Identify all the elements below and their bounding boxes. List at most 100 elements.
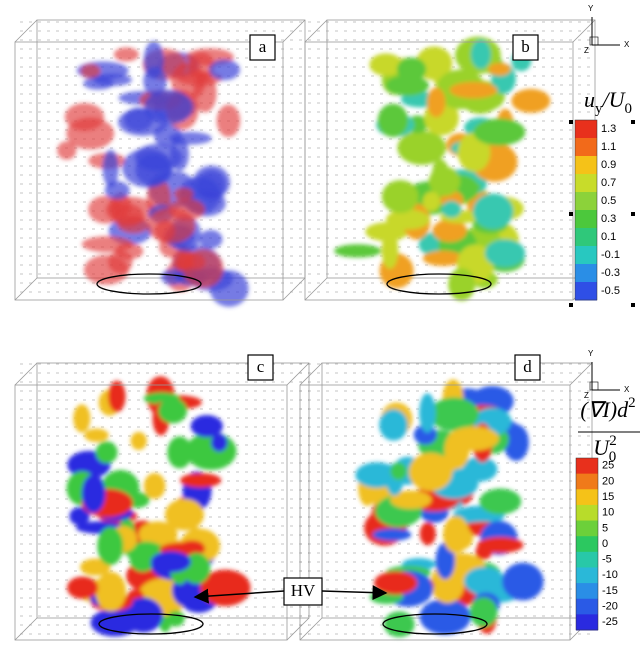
blob [419, 522, 436, 546]
blob [111, 203, 144, 227]
corner-marker [631, 120, 635, 124]
blob [167, 436, 193, 469]
color-swatch [575, 156, 597, 175]
box-edge [14, 19, 38, 43]
color-swatch [575, 174, 597, 193]
colorbar-tick-label: 0 [602, 538, 608, 550]
colorbar-tick-label: 25 [602, 460, 614, 472]
colorbar-tick-label: 0.5 [601, 195, 616, 207]
blob [397, 130, 447, 165]
blob [457, 132, 491, 173]
blob [73, 404, 91, 433]
box-front [299, 384, 571, 641]
blob [385, 209, 430, 230]
blob [83, 255, 129, 285]
blob [93, 73, 132, 87]
blob [381, 180, 419, 214]
panel-label: b [521, 37, 530, 56]
color-swatch [575, 282, 597, 301]
corner-marker [631, 303, 635, 307]
blob [511, 88, 551, 113]
blob [334, 244, 382, 258]
corner-marker [569, 303, 573, 307]
colorbar-title: U2 0 [593, 433, 616, 465]
hv-label: HV [291, 581, 316, 600]
colorbar-tick-label: -10 [602, 569, 618, 581]
blob [470, 39, 491, 69]
blob [81, 474, 106, 514]
blob [379, 409, 408, 441]
colorbar-tick-label: 5 [602, 522, 608, 534]
blob [80, 558, 111, 576]
colorbar: uy/U0 1.3 1.1 0.9 0.7 0.5 0.3 0.1 -0.1 -0.3 -0.5 [574, 87, 632, 301]
panel-label-box [247, 354, 274, 381]
blob [150, 551, 191, 573]
isosurface [355, 379, 544, 638]
colorbar-tick-label: 15 [602, 491, 614, 503]
isosurface [334, 36, 551, 301]
color-swatch [576, 473, 598, 490]
colorbar-tick-label: 20 [602, 475, 614, 487]
blob [369, 53, 403, 76]
blob [192, 165, 231, 200]
blob [442, 516, 470, 554]
panel-label-box [512, 34, 539, 61]
axis-triad: Y X Z [584, 349, 630, 400]
panel: b [304, 19, 596, 301]
base-ring [386, 273, 492, 295]
blob [488, 62, 511, 76]
blob [390, 490, 432, 509]
box-edge [14, 362, 38, 386]
blob [81, 236, 133, 253]
color-swatch [576, 458, 598, 475]
blob [390, 462, 407, 481]
colorbars: uy/U01.31.10.90.70.50.30.1-0.1-0.3-0.5(∇… [569, 87, 640, 631]
blob [377, 103, 409, 138]
blob [143, 473, 166, 499]
blob [374, 571, 418, 595]
triad-label: X [624, 385, 630, 394]
blob [502, 562, 544, 601]
blob [185, 432, 237, 471]
colorbar-tick-label: -5 [602, 554, 612, 566]
blob [479, 488, 522, 515]
colorbar-tick-label: -15 [602, 585, 618, 597]
color-swatch [576, 489, 598, 506]
panel-label: d [523, 357, 532, 376]
color-swatch [576, 536, 598, 553]
box-edge [569, 362, 593, 386]
box-edge [14, 617, 38, 641]
blob [422, 250, 464, 267]
blob [158, 398, 188, 424]
blob [123, 107, 153, 132]
colorbar-tick-label: 10 [602, 507, 614, 519]
isosurface [57, 40, 249, 307]
blob [84, 428, 109, 442]
panel-label: a [259, 37, 267, 56]
colorbar-tick-label: 0.9 [601, 159, 616, 171]
triad-cube [589, 36, 599, 46]
triad-label: Z [584, 46, 589, 55]
color-swatch [575, 264, 597, 283]
blob [180, 473, 222, 488]
title-part: U [609, 87, 627, 112]
box-edge [282, 19, 306, 43]
box-edge [572, 19, 596, 43]
blob [427, 87, 446, 118]
blob [138, 521, 178, 548]
blob [209, 59, 240, 81]
color-swatch [576, 598, 598, 615]
blob [199, 229, 223, 249]
colorbar-tick-label: -0.3 [601, 267, 620, 279]
triad-label: X [624, 40, 630, 49]
superscript: 2 [609, 433, 617, 449]
box-front [14, 41, 284, 301]
colorbar-tick-label: 0.3 [601, 213, 616, 225]
box-edge [282, 277, 306, 301]
triad-cube [589, 381, 599, 391]
colorbar-tick-label: 0.7 [601, 177, 616, 189]
blob [104, 181, 130, 200]
colorbar-title: uy/U0 [584, 87, 632, 117]
blob [472, 193, 514, 230]
blob [432, 159, 449, 187]
